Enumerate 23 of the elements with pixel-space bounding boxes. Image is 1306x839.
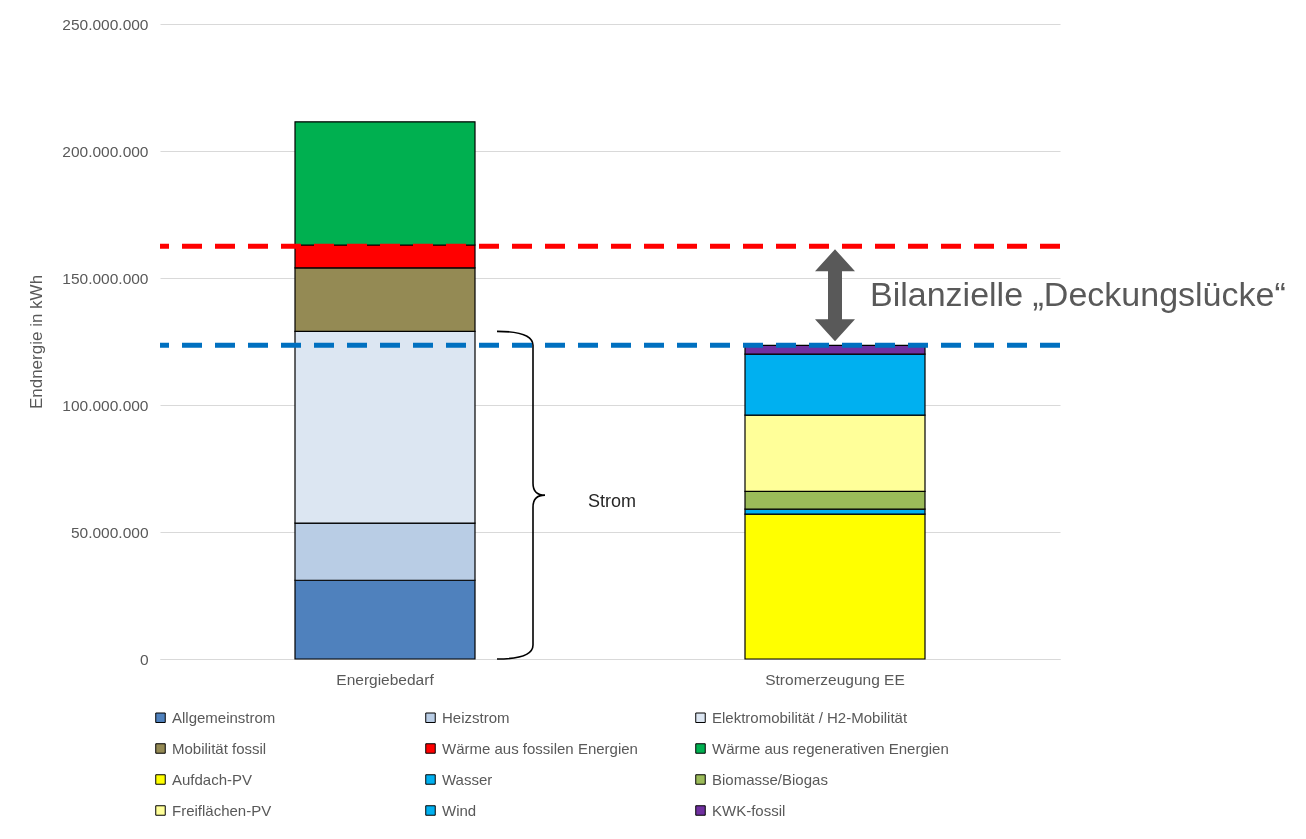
y-tick-label: 150.000.000: [62, 269, 149, 287]
legend-label: Heizstrom: [442, 708, 510, 726]
x-tick-label: Stromerzeugung EE: [765, 670, 905, 688]
legend-label: Elektromobilität / H2-Mobilität: [712, 708, 908, 726]
legend-label: Wärme aus fossilen Energien: [442, 739, 638, 757]
y-axis-title: Endnergie in kWh: [27, 274, 47, 410]
y-tick-label: 200.000.000: [62, 142, 149, 160]
legend-label: Freiflächen-PV: [172, 801, 272, 819]
y-tick-label: 250.000.000: [62, 15, 149, 33]
legend-label: Allgemeinstrom: [172, 708, 276, 726]
annotation: Bilanzielle „Deckungslücke“: [870, 274, 1286, 313]
legend-label: Wind: [442, 801, 477, 819]
legend-label: Mobilität fossil: [172, 739, 267, 757]
annotation: Strom: [588, 491, 637, 512]
legend-label: Biomasse/Biogas: [712, 770, 828, 788]
y-tick-label: 0: [139, 650, 149, 668]
legend-label: Wärme aus regenerativen Energien: [712, 739, 949, 757]
y-tick-label: 100.000.000: [62, 396, 149, 414]
legend-label: Wasser: [442, 770, 493, 788]
y-tick-label: 50.000.000: [70, 523, 149, 541]
legend-label: Aufdach-PV: [172, 770, 253, 788]
legend-label: KWK-fossil: [712, 801, 786, 819]
x-tick-label: Energiebedarf: [336, 670, 435, 688]
